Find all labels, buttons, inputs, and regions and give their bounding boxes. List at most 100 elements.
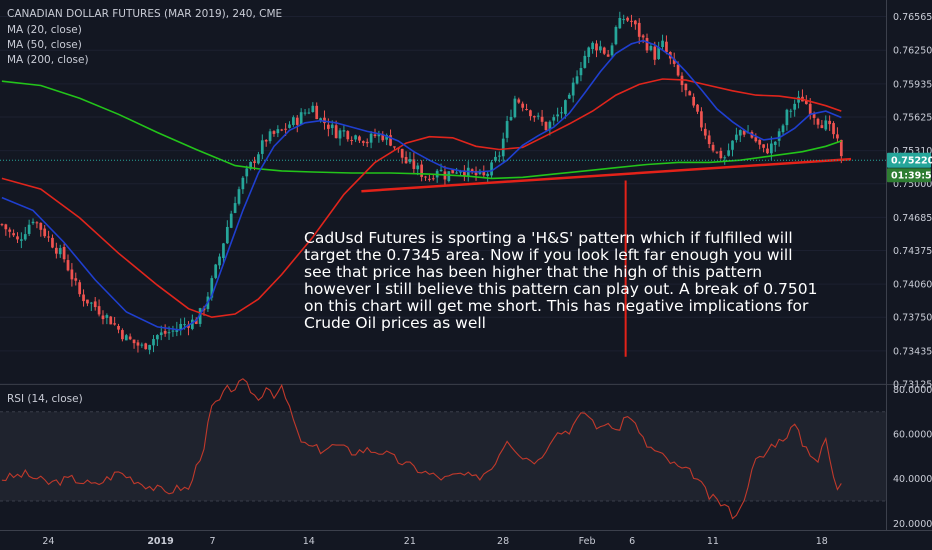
candle-body	[323, 117, 326, 124]
candle-body	[354, 135, 357, 140]
rsi-tick-label: 40.0000	[893, 474, 932, 485]
candle-body	[587, 47, 591, 57]
candle-body	[567, 94, 571, 99]
candle-body	[163, 330, 167, 334]
candle-body	[350, 140, 354, 142]
candle-body	[365, 141, 369, 144]
date-tick-label: 2019	[147, 536, 173, 547]
candle-body	[424, 176, 427, 178]
candle-body	[540, 116, 544, 122]
candle-body	[276, 129, 280, 134]
candle-body	[39, 222, 43, 230]
candle-body	[808, 103, 812, 115]
candle-body	[602, 47, 606, 54]
candle-body	[719, 150, 723, 159]
candle-body	[288, 124, 291, 128]
candle-body	[93, 301, 97, 308]
candle-body	[754, 137, 758, 142]
price-axis[interactable]: 0.76565 0.76250 0.75935 0.75625 0.75310 0.750…	[886, 0, 932, 530]
candle-body	[416, 165, 420, 170]
candle-body	[455, 172, 458, 174]
candle-body	[626, 17, 629, 21]
candle-body	[249, 162, 253, 169]
candle-body	[105, 315, 109, 318]
candle-body	[237, 189, 241, 204]
time-axis[interactable]: 24 2019 7 14 21 28 Feb 6 11 18	[0, 530, 932, 548]
rsi-line	[1, 378, 842, 520]
candle-body	[836, 134, 839, 139]
candle-body	[544, 121, 548, 131]
candle-body	[124, 335, 128, 341]
candle-body	[661, 40, 664, 47]
candle-body	[381, 134, 385, 141]
candle-body	[797, 96, 800, 103]
candle-body	[501, 138, 505, 157]
candle-body	[595, 43, 598, 51]
candle-body	[175, 329, 179, 332]
date-tick-label: Feb	[579, 536, 596, 547]
candle-body	[241, 177, 245, 190]
candle-body	[490, 162, 493, 176]
candle-body	[31, 221, 35, 224]
candle-body	[412, 159, 416, 169]
annotation-line: CadUsd Futures is sporting a 'H&S' patte…	[304, 229, 793, 247]
date-tick-label: 28	[497, 536, 509, 547]
rsi-tick-label: 20.0000	[893, 519, 932, 530]
candle-body	[330, 124, 334, 129]
rsi-title[interactable]: RSI (14, close)	[7, 393, 83, 405]
candle-body	[218, 256, 221, 266]
candle-body	[295, 117, 299, 125]
candle-body	[532, 116, 536, 118]
candle-body	[225, 226, 229, 244]
candle-body	[210, 278, 214, 298]
candle-body	[633, 20, 637, 25]
candle-body	[599, 46, 602, 51]
candle-body	[128, 336, 132, 340]
candle-body	[66, 260, 70, 271]
candle-body	[665, 41, 668, 53]
candle-body	[334, 125, 338, 139]
candle-body	[144, 343, 148, 350]
annotation-line: Crude Oil prices as well	[304, 314, 486, 332]
candle-body	[517, 99, 521, 103]
candle-body	[463, 170, 466, 176]
candle-body	[552, 117, 556, 121]
legend-ma50[interactable]: MA (50, close)	[7, 39, 82, 51]
candle-body	[793, 103, 797, 110]
candle-body	[839, 139, 843, 157]
candle-body	[257, 154, 260, 164]
neckline-drawing[interactable]	[361, 157, 852, 193]
candle-body	[583, 55, 587, 68]
candle-body	[641, 35, 645, 38]
candle-body	[229, 213, 233, 228]
candle-body	[148, 344, 151, 350]
candle-body	[684, 83, 688, 91]
candle-body	[12, 233, 15, 236]
candle-body	[486, 173, 490, 177]
candle-body	[373, 134, 377, 137]
date-tick-label: 6	[629, 536, 635, 547]
candle-body	[832, 123, 835, 135]
candle-body	[770, 143, 773, 154]
candle-body	[58, 248, 62, 255]
candle-body	[152, 339, 155, 346]
candle-body	[820, 125, 824, 129]
candle-body	[4, 224, 8, 230]
candle-body	[70, 269, 74, 280]
candle-body	[361, 141, 365, 143]
candle-body	[327, 124, 330, 129]
candle-body	[556, 114, 559, 117]
legend-ma200[interactable]: MA (200, close)	[7, 54, 89, 66]
price-grid	[0, 16, 886, 385]
annotation-line: however I still believe this pattern can…	[304, 280, 817, 298]
countdown-label: 01:39:50	[891, 171, 932, 182]
annotation-note[interactable]: CadUsd Futures is sporting a 'H&S' patte…	[304, 229, 817, 332]
candle-body	[548, 121, 552, 130]
price-tick-label: 0.76250	[893, 46, 932, 57]
candle-body	[140, 344, 144, 346]
candle-body	[828, 120, 832, 125]
legend-ma20[interactable]: MA (20, close)	[7, 24, 82, 36]
annotation-line: on this chart will get me short. This ha…	[304, 297, 809, 315]
date-ticks: 24 2019 7 14 21 28 Feb 6 11 18	[42, 536, 827, 547]
candle-body	[299, 112, 303, 125]
